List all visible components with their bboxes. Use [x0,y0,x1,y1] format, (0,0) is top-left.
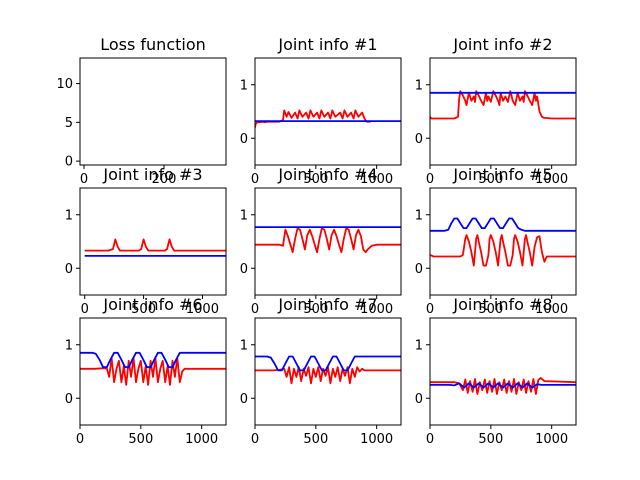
y-tick-label: 1 [415,338,423,353]
x-tick-label: 0 [251,432,259,447]
x-tick-label: 0 [81,302,89,317]
x-tick-label: 1000 [360,302,393,317]
x-tick-label: 1000 [185,432,218,447]
x-tick-label: 1000 [360,432,393,447]
axes-frame [254,317,402,426]
y-tick-label: 0 [240,392,248,407]
x-tick-label: 0 [80,172,88,187]
x-tick-label: 0 [426,172,434,187]
y-tick-label: 0 [415,132,423,147]
x-tick-label: 0 [251,302,259,317]
x-tick-label: 500 [303,432,328,447]
y-tick-label: 1 [240,78,248,93]
axes-frame [79,187,227,296]
subplot-title: Joint info #4 [277,165,377,184]
series-line-blue [430,217,576,232]
x-tick-label: 500 [303,302,328,317]
subplot-title: Joint info #8 [452,295,552,314]
axes-frame [429,57,577,166]
y-tick-label: 1 [65,338,73,353]
axes-frame [429,187,577,296]
x-tick-label: 1000 [535,172,568,187]
x-tick-label: 500 [303,172,328,187]
x-tick-label: 0 [251,172,259,187]
x-tick-label: 0 [426,432,434,447]
x-tick-label: 1000 [360,172,393,187]
subplot-4: 0 500 1000 0 1 Joint info #4 [240,165,402,317]
series-line-red [255,227,401,254]
series-line-red [255,366,401,385]
axes-frame [429,317,577,426]
series-line-red [430,234,576,267]
y-tick-label: 0 [415,392,423,407]
subplot-8: 0 500 1000 0 1 Joint info #8 [415,295,577,447]
series-line-red [80,357,226,386]
subplot-0: 0 200 0 5 10 Loss function [56,35,227,187]
subplot-title: Joint info #7 [277,295,377,314]
x-tick-label: 500 [128,432,153,447]
subplot-title: Joint info #2 [452,35,552,54]
y-tick-label: 1 [415,78,423,93]
y-tick-label: 0 [415,262,423,277]
series-line-blue [80,351,226,369]
subplot-title: Joint info #1 [277,35,377,54]
x-tick-label: 1000 [535,432,568,447]
x-tick-label: 1000 [186,302,219,317]
y-tick-label: 0 [240,132,248,147]
y-tick-label: 1 [415,208,423,223]
series-line-red [84,238,226,252]
y-tick-label: 0 [65,155,73,170]
series-line-blue [255,355,401,372]
x-tick-label: 500 [131,302,156,317]
y-tick-label: 0 [240,262,248,277]
series-line-red [430,90,576,120]
axes-frame [254,57,402,166]
x-tick-label: 200 [152,172,177,187]
x-tick-label: 0 [76,432,84,447]
axes-frame [79,57,227,166]
x-tick-label: 500 [478,302,503,317]
y-tick-label: 0 [65,262,73,277]
subplot-title: Loss function [100,35,206,54]
axes-frame [79,317,227,426]
subplot-title: Joint info #5 [452,165,552,184]
subplot-7: 0 500 1000 0 1 Joint info #7 [240,295,402,447]
x-tick-label: 0 [426,302,434,317]
x-tick-label: 500 [478,172,503,187]
subplot-2: 0 500 1000 0 1 Joint info #2 [415,35,577,187]
x-tick-label: 500 [478,432,503,447]
y-tick-label: 1 [240,208,248,223]
series-line-blue [430,382,576,389]
axes-frame [254,187,402,296]
x-tick-label: 1000 [535,302,568,317]
subplot-title: Joint info #3 [102,165,202,184]
y-tick-label: 1 [240,338,248,353]
y-tick-label: 1 [65,208,73,223]
y-tick-label: 10 [56,77,73,92]
subplot-6: 0 500 1000 0 1 Joint info #6 [65,295,227,447]
subplot-5: 0 500 1000 0 1 Joint info #5 [415,165,577,317]
subplot-title: Joint info #6 [102,295,202,314]
subplot-1: 0 500 1000 0 1 Joint info #1 [240,35,402,187]
subplot-3: 0 500 1000 0 1 Joint info #3 [65,165,227,317]
y-tick-label: 0 [65,392,73,407]
y-tick-label: 5 [65,116,73,131]
